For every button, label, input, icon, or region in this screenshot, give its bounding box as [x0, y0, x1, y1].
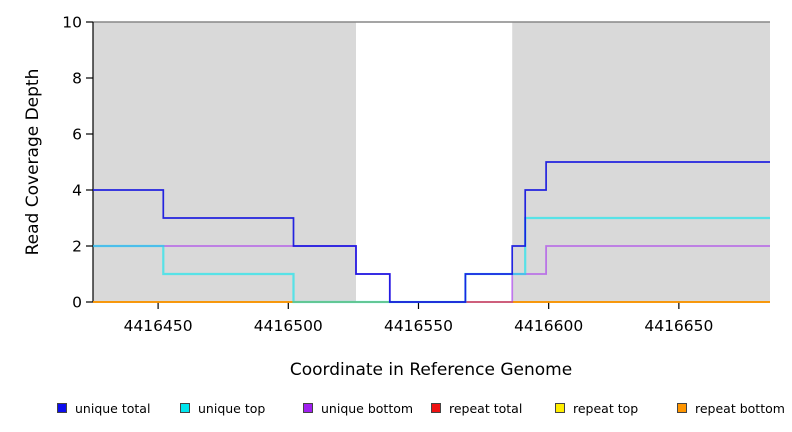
y-tick-label: 10 — [62, 13, 82, 31]
legend-item-repeat-bottom: repeat bottom — [677, 400, 785, 416]
legend-swatch-unique-bottom — [303, 403, 313, 413]
y-tick-label: 0 — [72, 293, 82, 311]
chart-generated-layer: 0 2 4 6 8 10 4416450 4416500 4416550 4416600 44166… — [62, 13, 770, 335]
x-tick-label: 4416500 — [254, 317, 323, 335]
legend-item-unique-bottom: unique bottom — [303, 400, 413, 416]
y-tick-label: 2 — [72, 237, 82, 255]
y-axis-title: Read Coverage Depth — [23, 69, 43, 256]
x-axis-title: Coordinate in Reference Genome — [290, 360, 572, 380]
legend-label: unique top — [198, 400, 266, 416]
repeat-region-band — [93, 22, 356, 302]
y-tick-label: 4 — [72, 181, 82, 199]
legend-item-repeat-total: repeat total — [431, 400, 522, 416]
legend-swatch-repeat-top — [555, 403, 565, 413]
legend-swatch-unique-total — [57, 403, 67, 413]
y-tick-label: 8 — [72, 69, 82, 87]
legend-item-unique-total: unique total — [57, 400, 150, 416]
x-tick-label: 4416650 — [644, 317, 713, 335]
legend-item-repeat-top: repeat top — [555, 400, 638, 416]
legend-label: unique bottom — [321, 400, 414, 416]
legend-label: unique total — [75, 400, 151, 416]
series-line-unique-total — [93, 161, 770, 303]
legend-swatch-repeat-bottom — [677, 403, 687, 413]
y-tick-label: 6 — [72, 125, 82, 143]
legend-label: repeat bottom — [695, 400, 785, 416]
legend-item-unique-top: unique top — [180, 400, 265, 416]
x-tick-label: 4416600 — [514, 317, 583, 335]
legend-swatch-repeat-total — [431, 403, 441, 413]
legend-label: repeat total — [449, 400, 523, 416]
x-tick-label: 4416550 — [384, 317, 453, 335]
legend-swatch-unique-top — [180, 403, 190, 413]
x-tick-label: 4416450 — [124, 317, 193, 335]
legend-label: repeat top — [573, 400, 639, 416]
